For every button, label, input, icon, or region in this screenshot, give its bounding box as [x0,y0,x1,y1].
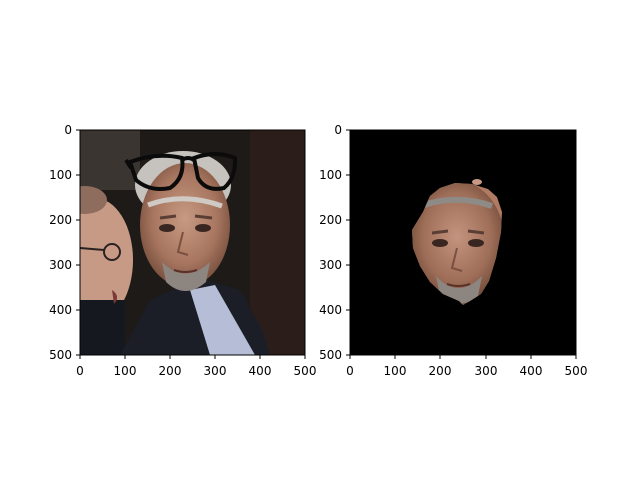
left-y-tick-label: 400 [49,303,72,317]
left-x-tick-label: 400 [249,364,272,378]
left-y-tick-label: 300 [49,258,72,272]
left-y-tick-label: 500 [49,348,72,362]
subject-person [120,151,270,355]
right-y-tick-label: 400 [319,303,342,317]
right-y-tick-label: 0 [334,123,342,137]
mask-fragment [472,179,482,185]
right-y-tick-label: 100 [319,168,342,182]
right-x-tick-label: 100 [384,364,407,378]
left-image-panel [80,130,305,355]
left-y-tick-label: 100 [49,168,72,182]
left-x-tick-label: 100 [114,364,137,378]
right-axes-frame [349,129,577,356]
left-x-tick-label: 300 [204,364,227,378]
right-x-tick-label: 200 [429,364,452,378]
left-x-tick-label: 200 [159,364,182,378]
right-x-tick-label: 300 [475,364,498,378]
left-x-tick-label: 500 [294,364,317,378]
background-person [80,186,133,355]
left-x-tick-label: 0 [76,364,84,378]
right-x-tick-label: 0 [346,364,354,378]
right-y-tick-label: 500 [319,348,342,362]
right-axis-ticks [346,129,577,359]
left-y-tick-label: 0 [64,123,72,137]
left-y-tick-label: 200 [49,213,72,227]
right-x-tick-label: 500 [565,364,588,378]
left-axes-frame [79,129,306,356]
right-x-tick-label: 400 [520,364,543,378]
right-y-tick-label: 200 [319,213,342,227]
left-axis-ticks [76,129,306,359]
right-image-panel [350,130,576,355]
glasses-icon [124,152,238,191]
right-y-tick-label: 300 [319,258,342,272]
